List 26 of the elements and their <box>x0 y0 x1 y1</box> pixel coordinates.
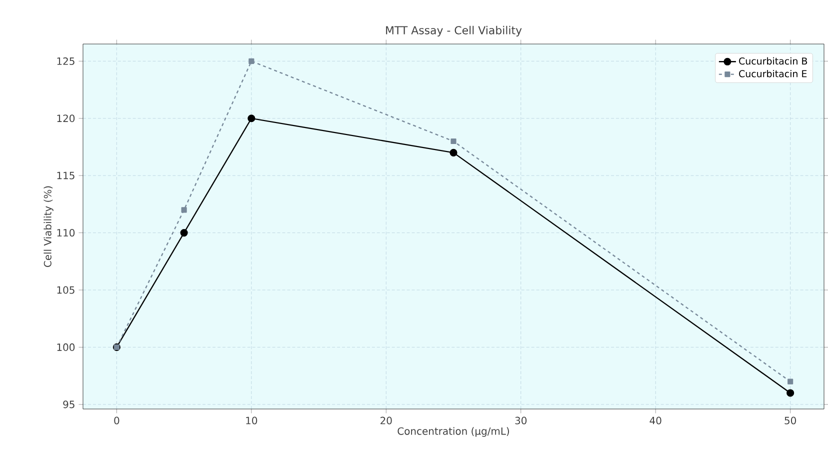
y-tick-label: 95 <box>63 400 74 408</box>
point <box>180 229 188 237</box>
point <box>786 389 794 397</box>
point <box>450 148 458 156</box>
y-tick-label: 125 <box>57 57 74 65</box>
x-axis-title: Concentration (µg/mL) <box>398 427 509 437</box>
x-tick-label: 20 <box>380 416 392 424</box>
y-tick-label: 100 <box>57 343 75 351</box>
x-tick-label: 10 <box>246 416 258 424</box>
y-tick-label: 110 <box>57 229 75 237</box>
legend-label: Cucurbitacin B <box>739 57 808 65</box>
x-tick-label: 40 <box>650 416 662 424</box>
y-tick-label: 115 <box>57 172 74 180</box>
point <box>181 207 187 213</box>
point <box>450 138 456 144</box>
y-tick-label: 105 <box>57 286 74 294</box>
x-tick-label: 30 <box>515 416 527 424</box>
point <box>788 378 794 384</box>
x-tick-label: 0 <box>114 416 120 424</box>
point <box>248 114 256 122</box>
y-tick-label: 120 <box>57 114 75 122</box>
y-axis-title: Cell Viability (%) <box>44 186 54 267</box>
x-tick-label: 50 <box>784 416 796 424</box>
point <box>248 58 254 64</box>
legend-label: Cucurbitacin E <box>739 70 807 78</box>
chart-title: MTT Assay - Cell Viability <box>386 26 522 36</box>
